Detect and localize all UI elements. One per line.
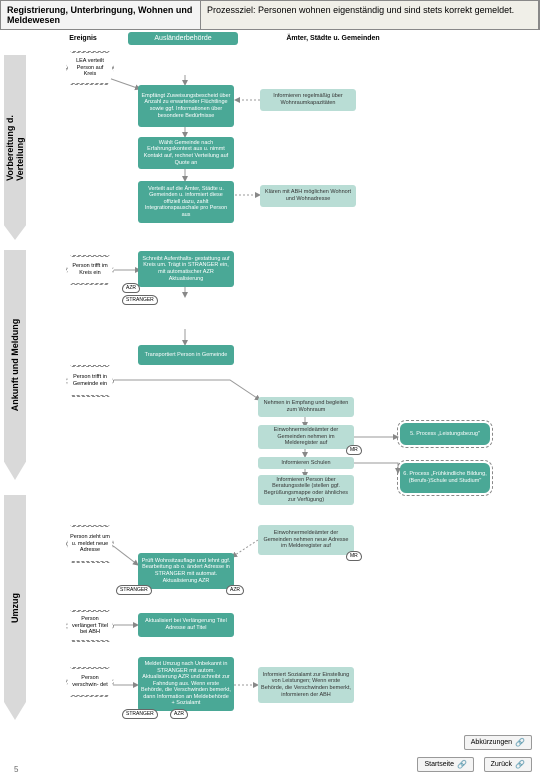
proc-prueft: Prüft Wohnsitzauflage und lehnt ggf. Bea… bbox=[138, 553, 234, 589]
col-ereignis: Ereignis bbox=[38, 32, 128, 45]
proc-meldereg: Einwohnermeldeämter der Gemeinden nehmen… bbox=[258, 425, 354, 449]
db-mr-2: MR bbox=[346, 551, 362, 561]
column-headers: Ereignis Ausländerbehörde Ämter, Städte … bbox=[0, 32, 540, 45]
event-gemeinde: Person trifft in Gemeinde ein bbox=[66, 365, 114, 397]
phase-2: Ankunft und Meldung bbox=[4, 250, 26, 480]
event-umzug: Person zieht um u. meldet neue Adresse bbox=[66, 525, 114, 563]
proc-meldet-umzug: Meldet Umzug nach Unbekannt in STRANGER … bbox=[138, 657, 234, 711]
btn-abk[interactable]: Abkürzungen🔗 bbox=[464, 735, 532, 750]
header-goal: Prozessziel: Personen wohnen eigenständi… bbox=[201, 1, 539, 29]
event-lea: LEA verteilt Person auf Kreis bbox=[66, 51, 114, 85]
proc-verteilt: Verteilt auf die Ämter, Städte u. Gemein… bbox=[138, 181, 234, 223]
proc-schulen: Informieren Schulen bbox=[258, 457, 354, 469]
proc-informieren-wohnraum: Informieren regelmäßig über Wohnraumkapa… bbox=[260, 89, 356, 111]
proc-transport: Transportiert Person in Gemeinde bbox=[138, 345, 234, 365]
proc-beratung: Informieren Person über Beratungsstelle … bbox=[258, 475, 354, 505]
link-icon: 🔗 bbox=[515, 738, 525, 747]
proc-aktualisiert: Aktualisiert bei Verlängerung Titel Adre… bbox=[138, 613, 234, 637]
event-kreis: Person trifft im Kreis ein bbox=[66, 255, 114, 285]
header-title: Registrierung, Unterbringung, Wohnen und… bbox=[1, 1, 201, 29]
db-azr-1: AZR bbox=[122, 283, 140, 293]
proc-schreibt: Schreibt Aufenthalts- gestattung auf Kre… bbox=[138, 251, 234, 287]
proc-mr2: Einwohnermeldeämter der Gemeinden nehmen… bbox=[258, 525, 354, 555]
header: Registrierung, Unterbringung, Wohnen und… bbox=[0, 0, 540, 30]
btn-start[interactable]: Startseite🔗 bbox=[417, 757, 474, 772]
flow-canvas: LEA verteilt Person auf Kreis Empfängt Z… bbox=[30, 45, 536, 756]
db-azr-2: AZR bbox=[226, 585, 244, 595]
proc-klaeren: Klären mit ABH möglichen Wohnort und Woh… bbox=[260, 185, 356, 207]
db-mr-1: MR bbox=[346, 445, 362, 455]
proc-6[interactable]: 6. Process „Frühkindliche Bildung, (Beru… bbox=[400, 463, 490, 493]
db-stranger-2: STRANGER bbox=[116, 585, 152, 595]
event-verlaengert: Person verlängert Titel bei ABH bbox=[66, 610, 114, 642]
link-icon: 🔗 bbox=[457, 760, 467, 769]
btn-back[interactable]: Zurück🔗 bbox=[484, 757, 532, 772]
proc-waehlt: Wählt Gemeinde nach Erfahrungskontext au… bbox=[138, 137, 234, 169]
db-azr-3: AZR bbox=[170, 709, 188, 719]
db-stranger-1: STRANGER bbox=[122, 295, 158, 305]
page-number: 5 bbox=[14, 765, 18, 774]
proc-sozialamt: Informiert Sozialamt zur Einstellung von… bbox=[258, 667, 354, 703]
db-stranger-3: STRANGER bbox=[122, 709, 158, 719]
proc-empfang: Nehmen in Empfang und begleiten zum Wohn… bbox=[258, 397, 354, 417]
phase-1: Vorbereitung d. Verteilung bbox=[4, 55, 26, 240]
phase-3: Umzug bbox=[4, 495, 26, 720]
col-amt: Ämter, Städte u. Gemeinden bbox=[258, 32, 408, 45]
col-abh: Ausländerbehörde bbox=[128, 32, 238, 45]
event-verschwindet: Person verschwin- det bbox=[66, 667, 114, 697]
proc-5[interactable]: 5. Process „Leistungsbezug" bbox=[400, 423, 490, 445]
proc-empfaengt: Empfängt Zuweisungsbescheid über Anzahl … bbox=[138, 85, 234, 127]
link-icon: 🔗 bbox=[515, 760, 525, 769]
